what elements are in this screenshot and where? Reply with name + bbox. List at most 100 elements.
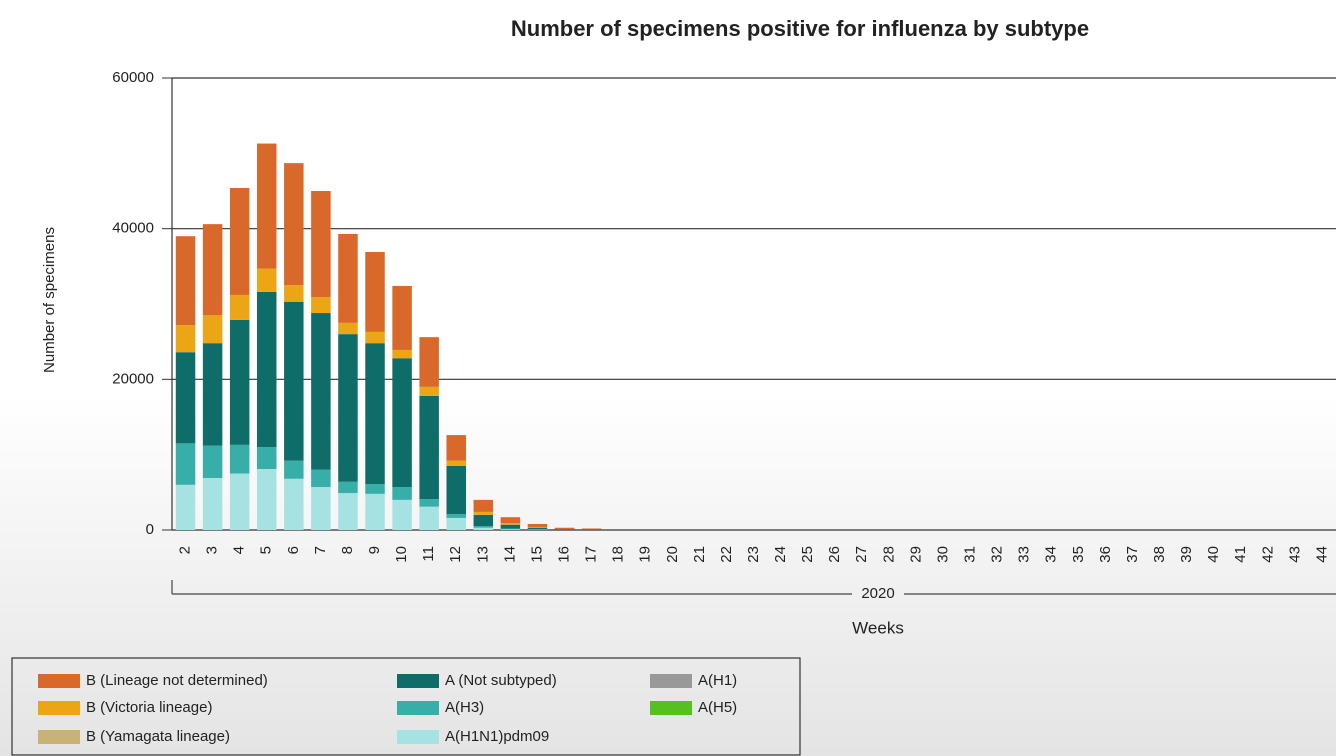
x-tick-label: 32 <box>989 546 1006 563</box>
x-tick-label: 10 <box>393 546 410 563</box>
legend-label: A(H3) <box>445 699 484 716</box>
bar-segment <box>338 481 358 494</box>
bar-segment <box>365 493 385 530</box>
x-tick-label: 39 <box>1178 546 1195 563</box>
x-tick-label: 26 <box>826 546 843 563</box>
x-tick-label: 14 <box>501 546 518 563</box>
x-tick-label: 23 <box>745 546 762 563</box>
chart-title: Number of specimens positive for influen… <box>511 16 1089 41</box>
bar-segment <box>365 252 385 332</box>
bar-segment <box>311 297 331 314</box>
bar-segment <box>446 517 466 530</box>
bar-segment <box>256 291 277 448</box>
x-tick-label: 29 <box>907 546 924 563</box>
bar-segment <box>500 524 521 529</box>
bar-segment <box>473 526 494 528</box>
bar-segment <box>554 529 575 530</box>
x-tick-label: 5 <box>258 546 275 554</box>
bar-segment <box>419 386 439 396</box>
bar-segment <box>256 447 277 469</box>
bar-segment <box>311 487 331 530</box>
bar-segment <box>419 506 439 530</box>
bar-segment <box>256 268 277 292</box>
bar-segment <box>202 224 223 316</box>
legend-label: A(H5) <box>698 699 737 716</box>
x-tick-label: 31 <box>962 546 979 563</box>
legend-swatch <box>397 701 439 715</box>
x-tick-label: 28 <box>880 546 897 563</box>
bar-segment <box>365 343 385 485</box>
legend-swatch <box>650 674 692 688</box>
x-tick-label: 19 <box>637 546 654 563</box>
bar-segment <box>229 444 250 474</box>
y-tick-label: 40000 <box>112 220 154 237</box>
bar-segment <box>202 445 223 479</box>
x-tick-label: 12 <box>447 546 464 563</box>
bar-segment <box>311 469 331 488</box>
x-tick-label: 18 <box>610 546 627 563</box>
x-axis-label: Weeks <box>852 618 904 637</box>
y-tick-label: 60000 <box>112 69 154 86</box>
x-tick-label: 25 <box>799 546 816 563</box>
x-tick-label: 27 <box>853 546 870 563</box>
bar-segment <box>284 478 304 530</box>
x-tick-label: 42 <box>1259 546 1276 563</box>
legend-label: A(H1) <box>698 672 737 689</box>
bar-segment <box>527 523 548 527</box>
bar-segment <box>175 443 196 485</box>
x-tick-label: 40 <box>1205 546 1222 563</box>
y-tick-label: 0 <box>146 521 154 538</box>
x-tick-label: 17 <box>583 546 600 563</box>
bar-segment <box>284 301 304 461</box>
y-tick-label: 20000 <box>112 370 154 387</box>
x-tick-label: 20 <box>664 546 681 563</box>
bar-segment <box>256 468 277 530</box>
bar-segment <box>284 460 304 479</box>
bar-segment <box>175 352 196 444</box>
bar-segment <box>229 187 250 295</box>
bar-segment <box>175 484 196 530</box>
x-tick-label: 15 <box>528 546 545 563</box>
bar-segment <box>284 163 304 286</box>
legend-swatch <box>38 674 80 688</box>
bar-segment <box>527 526 548 528</box>
bar-segment <box>229 319 250 445</box>
bar-segment <box>256 143 277 269</box>
legend-label: B (Yamagata lineage) <box>86 728 230 745</box>
bar-segment <box>202 315 223 344</box>
x-tick-label: 44 <box>1313 546 1330 563</box>
bar-segment <box>419 395 439 500</box>
bar-segment <box>500 529 521 530</box>
x-tick-label: 16 <box>555 546 572 563</box>
bar-segment <box>446 465 466 515</box>
x-tick-label: 41 <box>1232 546 1249 563</box>
legend-label: A(H1N1)pdm09 <box>445 728 549 745</box>
bar-segment <box>338 334 358 482</box>
x-tick-label: 11 <box>420 546 437 562</box>
bar-segment <box>581 528 602 530</box>
x-tick-label: 6 <box>285 546 302 554</box>
bar-segment <box>392 285 412 350</box>
legend-swatch <box>397 730 439 744</box>
bar-segment <box>500 528 521 530</box>
x-tick-label: 3 <box>204 546 221 554</box>
x-tick-label: 30 <box>934 546 951 563</box>
legend-label: B (Lineage not determined) <box>86 672 268 689</box>
bar-segment <box>311 313 331 470</box>
legend-label: B (Victoria lineage) <box>86 699 212 716</box>
x-tick-label: 43 <box>1286 546 1303 563</box>
bar-segment <box>338 493 358 530</box>
x-tick-label: 38 <box>1151 546 1168 563</box>
bar-segment <box>284 285 304 302</box>
y-axis-label: Number of specimens <box>41 227 58 373</box>
bar-segment <box>229 473 250 530</box>
x-tick-label: 24 <box>772 546 789 563</box>
legend-box <box>11 657 801 756</box>
bar-segment <box>338 233 358 323</box>
bar-segment <box>311 191 331 298</box>
bar-segment <box>473 499 494 512</box>
x-tick-label: 21 <box>691 546 708 563</box>
bar-segment <box>175 325 196 353</box>
legend-swatch <box>38 701 80 715</box>
x-tick-label: 2 <box>177 546 194 554</box>
